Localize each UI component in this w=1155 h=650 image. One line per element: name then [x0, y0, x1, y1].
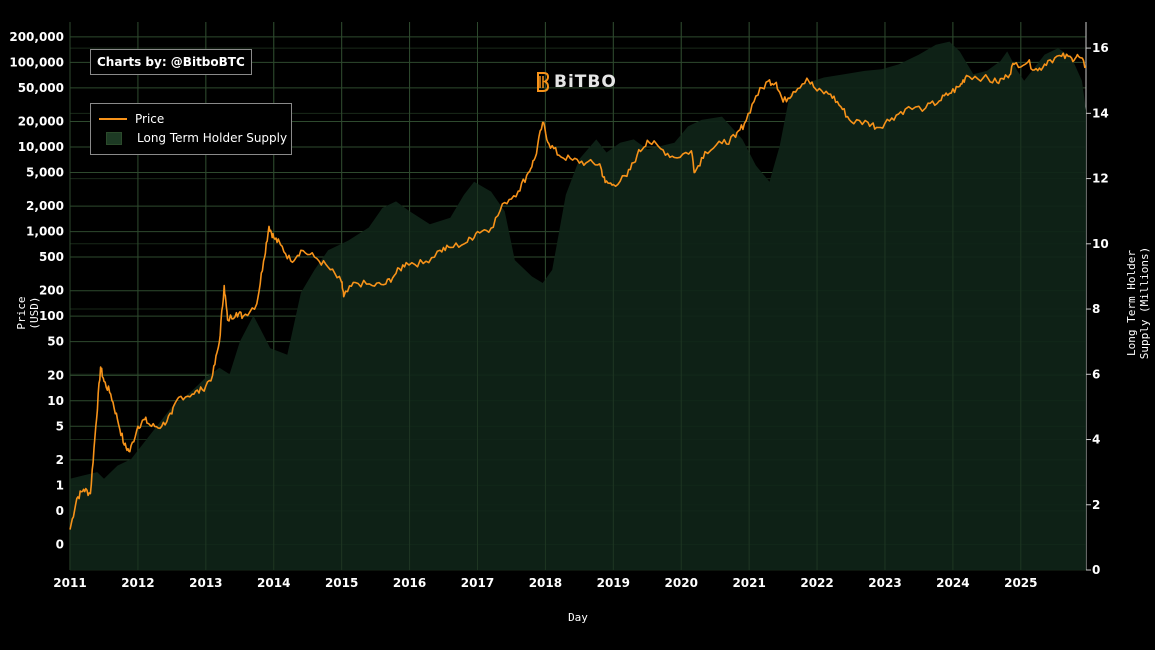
y-right-tick-label: 0 [1092, 563, 1100, 577]
tick-labels: 2011 2012 2013 2014 2015 2016 2017 2018 2019 2020… [9, 30, 1108, 590]
y-left-tick-label: 20 [47, 368, 64, 382]
x-tick-label: 2019 [597, 576, 630, 590]
y-right-tick-label: 2 [1092, 498, 1100, 512]
supply-area [70, 41, 1086, 571]
y-left-tick-label: 10 [47, 394, 64, 408]
brand-logo: BiTBO [535, 72, 617, 92]
x-tick-label: 2014 [257, 576, 290, 590]
legend: Price Long Term Holder Supply [90, 103, 292, 155]
y-right-tick-label: 6 [1092, 367, 1100, 381]
bitbo-logo-icon [537, 72, 549, 92]
y-left-tick-label: 100 [39, 309, 64, 323]
x-tick-label: 2025 [1004, 576, 1037, 590]
price-line [69, 52, 1087, 530]
x-tick-label: 2011 [53, 576, 86, 590]
y-axis-left-title: Price (USD) [15, 296, 41, 330]
x-tick-label: 2022 [800, 576, 833, 590]
y-right-tick-label: 16 [1092, 41, 1109, 55]
y-left-tick-label: 5 [56, 419, 64, 433]
y-left-tick-label: 200,000 [9, 30, 64, 44]
y-left-tick-label: 20,000 [18, 115, 64, 129]
y-left-tick-label: 2 [56, 453, 64, 467]
credit-text: Charts by: @BitboBTC [97, 55, 245, 69]
y-right-tick-label: 8 [1092, 302, 1100, 316]
credit-box: Charts by: @BitboBTC [90, 49, 252, 75]
y-left-tick-label: 1,000 [26, 225, 64, 239]
legend-supply-label: Long Term Holder Supply [137, 131, 288, 145]
x-tick-label: 2016 [393, 576, 426, 590]
legend-price-label: Price [135, 112, 165, 126]
supply-area-layer [69, 22, 1086, 571]
x-tick-label: 2017 [461, 576, 494, 590]
y-right-tick-label: 4 [1092, 433, 1100, 447]
y-left-tick-label: 5,000 [26, 165, 64, 179]
y-right-tick-label: 12 [1092, 172, 1109, 186]
price-line-layer [69, 52, 1087, 530]
y-left-tick-label: 0 [56, 504, 64, 518]
y-right-tick-label: 14 [1092, 106, 1109, 120]
brand-text: BiTBO [554, 72, 617, 92]
legend-price-line [99, 118, 127, 120]
y-left-tick-label: 10,000 [18, 140, 64, 154]
x-tick-label: 2021 [732, 576, 765, 590]
y-left-tick-label: 500 [39, 250, 64, 264]
x-tick-label: 2012 [121, 576, 154, 590]
x-axis-title: Day [568, 611, 588, 624]
y-left-tick-label: 2,000 [26, 199, 64, 213]
y-left-tick-label: 50 [47, 335, 64, 349]
x-tick-label: 2013 [189, 576, 222, 590]
y-axis-right-title: Long Term Holder Supply (Millions) [1125, 246, 1151, 360]
y-left-tick-label: 0 [56, 538, 64, 552]
y-left-tick-label: 50,000 [18, 81, 64, 95]
y-left-tick-label: 1 [56, 478, 64, 492]
y-left-tick-label: 100,000 [9, 55, 64, 69]
legend-supply-swatch [106, 131, 122, 145]
y-right-tick-label: 10 [1092, 237, 1109, 251]
x-tick-label: 2024 [936, 576, 969, 590]
x-tick-label: 2015 [325, 576, 358, 590]
x-tick-label: 2023 [868, 576, 901, 590]
y-left-tick-label: 200 [39, 284, 64, 298]
legend-item-price[interactable]: Price [99, 112, 164, 126]
x-tick-label: 2018 [529, 576, 562, 590]
x-tick-label: 2020 [665, 576, 698, 590]
legend-item-supply[interactable]: Long Term Holder Supply [99, 131, 287, 145]
